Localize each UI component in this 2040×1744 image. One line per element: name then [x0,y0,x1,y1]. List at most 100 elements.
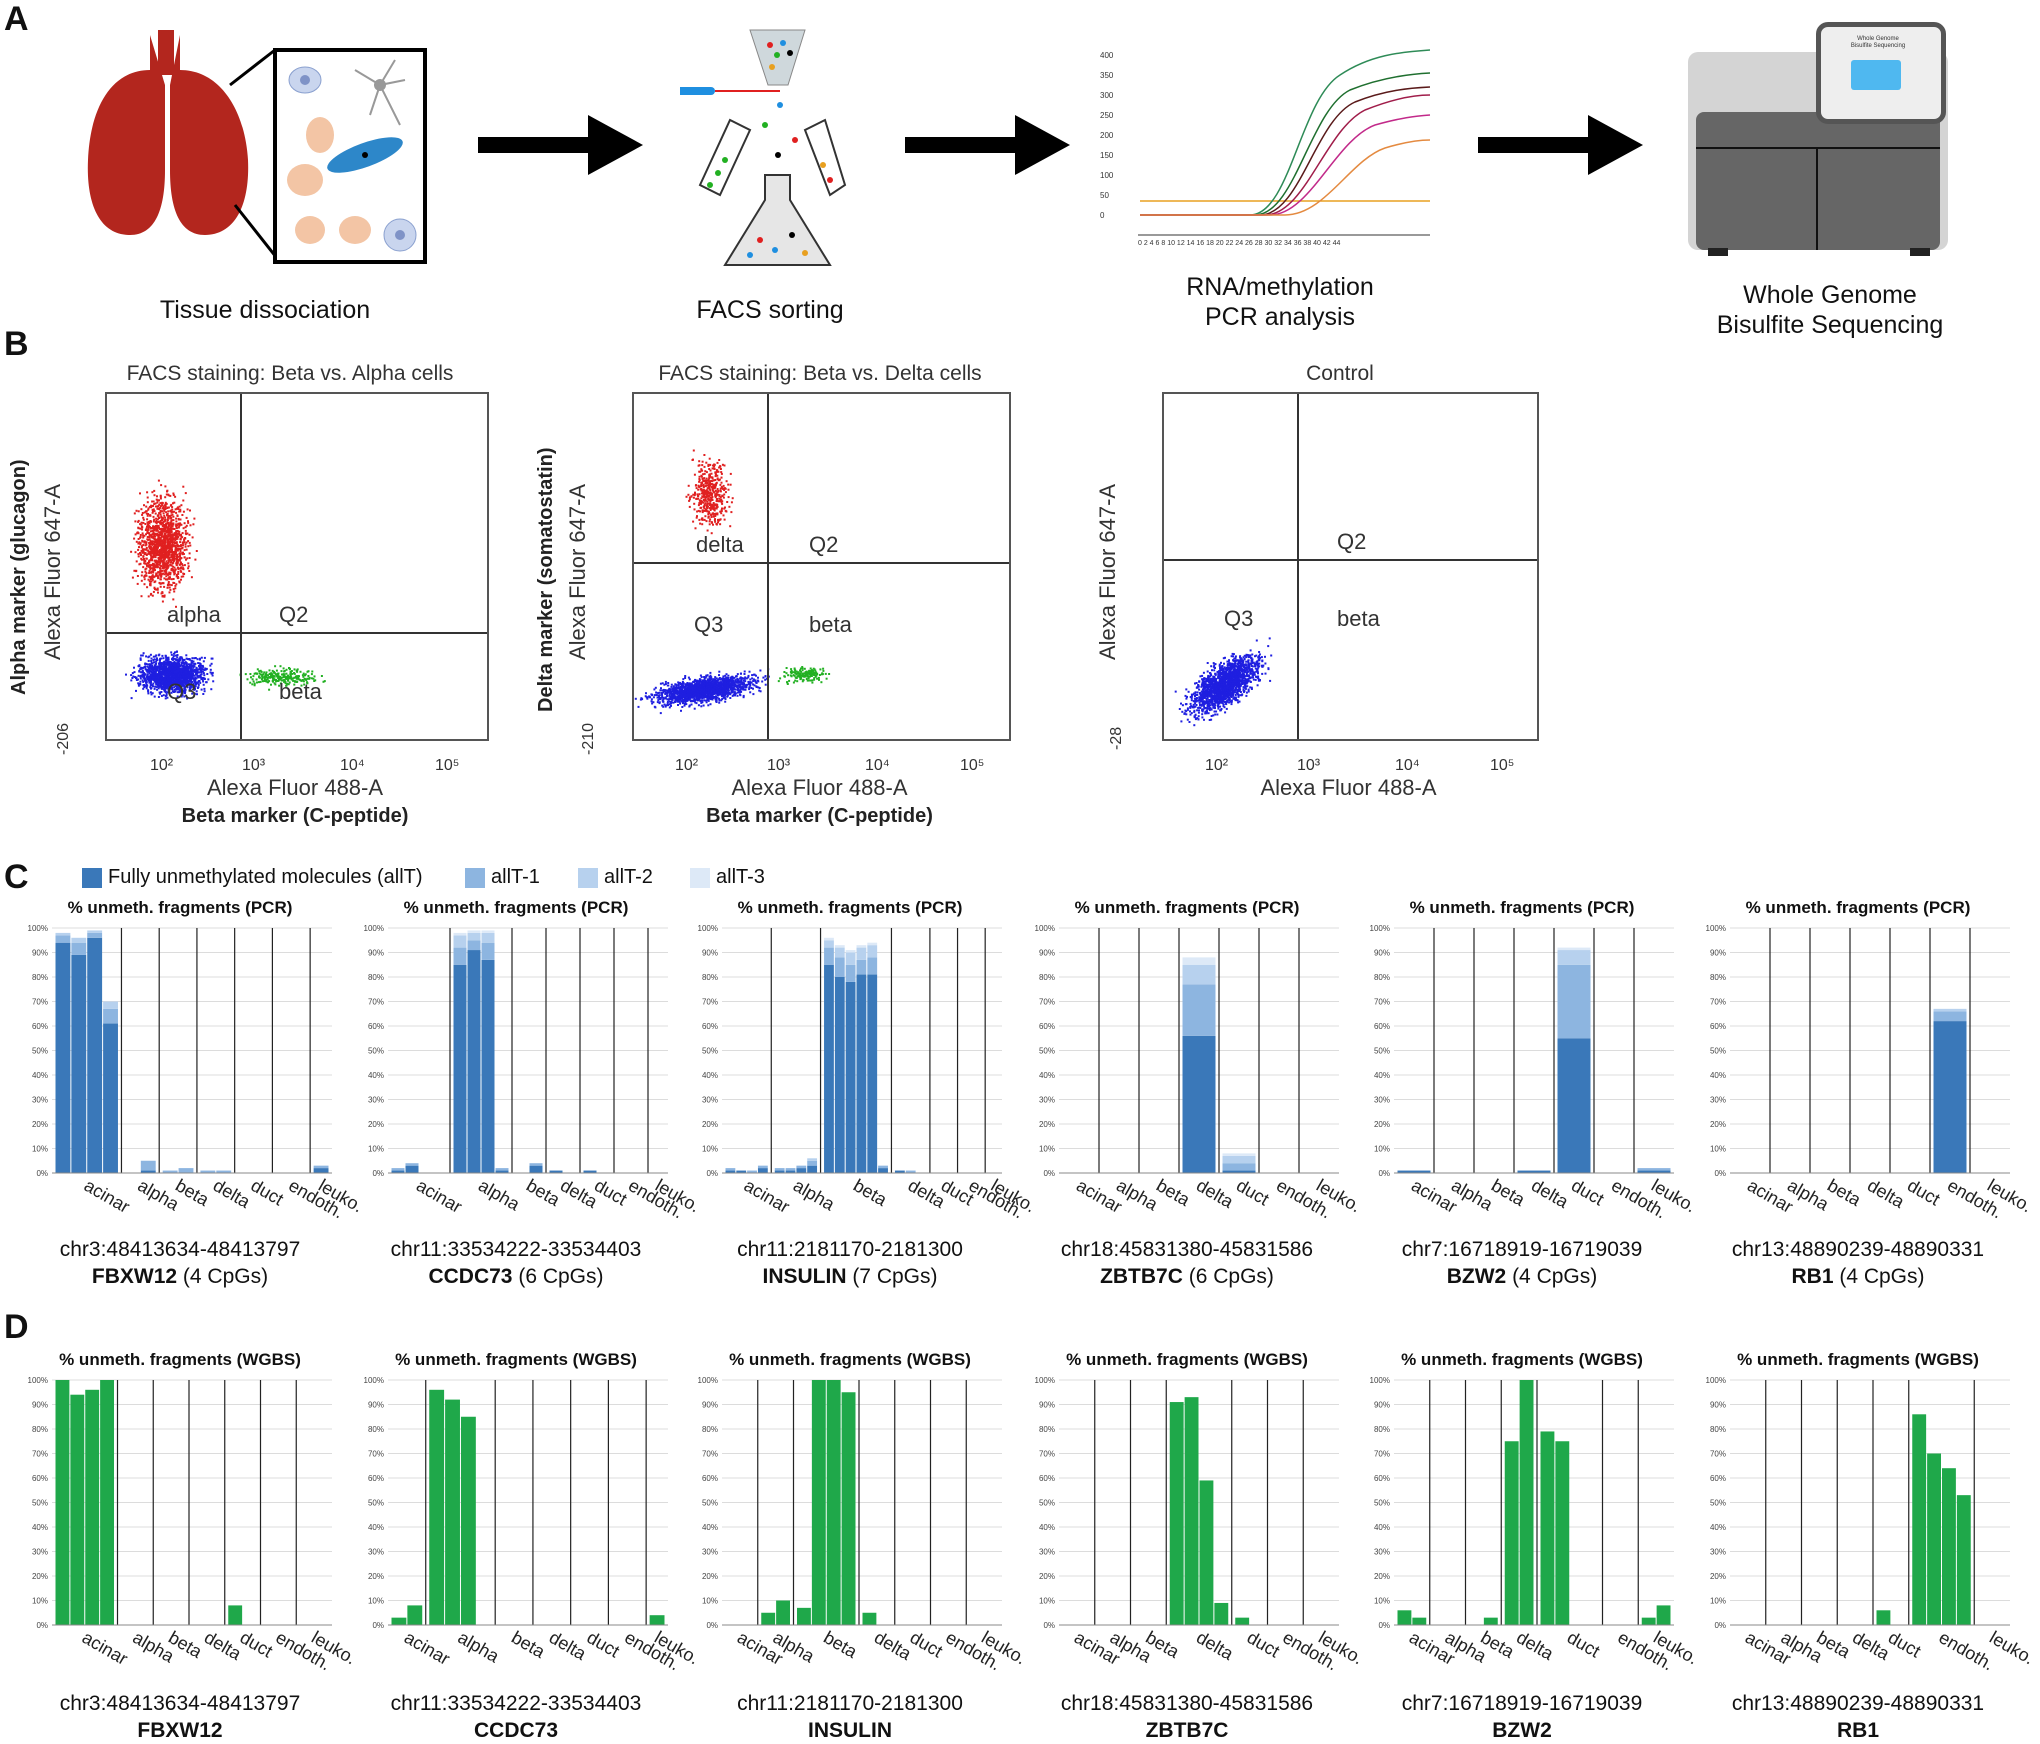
facs-event-dot [178,657,181,660]
arrow-right-icon [1478,115,1643,175]
facs-event-dot [181,536,184,539]
facs-event-dot [145,563,148,566]
facs-event-dot [177,576,180,579]
facs-event-dot [159,544,162,547]
step-caption-tissue: Tissue dissociation [159,296,371,324]
facs-event-dot [700,474,703,477]
facs-event-dot [682,682,685,684]
facs-event-dot [736,673,739,676]
facs-event-dot [702,486,705,489]
facs-event-dot [168,545,171,548]
facs-event-dot [693,707,696,710]
facs-event-dot [148,547,151,550]
facs-event-dot [158,534,161,537]
facs-event-dot [160,553,163,556]
facs-event-dot [191,674,194,677]
facs-event-dot [192,665,195,668]
facs-event-dot [159,509,162,512]
facs-event-dot [710,480,713,482]
facs-event-dot [167,565,170,568]
facs-event-dot [170,550,173,553]
facs-event-dot [696,515,698,518]
facs-event-dot [704,496,707,499]
facs-event-dot [159,506,162,509]
facs-event-dot [192,666,195,669]
facs-event-dot [283,678,286,681]
facs-event-dot [732,687,735,690]
facs-event-dot [164,666,167,669]
facs-event-dot [271,674,274,676]
facs-event-dot [284,675,287,678]
facs-event-dot [258,672,261,675]
facs-event-dot [287,679,290,682]
facs-event-dot [312,677,315,680]
facs-event-dot [158,558,161,561]
facs-event-dot [157,516,160,519]
facs-event-dot [673,687,676,690]
facs-event-dot [159,671,162,674]
facs-event-dot [140,557,143,560]
facs-event-dot [163,594,166,597]
facs-event-dot [166,512,169,515]
facs-event-dot [284,681,287,684]
facs-event-dot [175,520,178,523]
facs-event-dot [179,664,182,667]
panel-label-b: B [4,325,29,363]
facs-event-dot [186,658,189,661]
facs-event-dot [179,538,182,541]
facs-event-dot [149,582,152,585]
facs-event-dot [204,668,207,671]
facs-event-dot [158,674,161,677]
facs-event-dot [202,660,205,663]
facs-event-dot [656,696,659,699]
facs-event-dot [730,511,733,514]
facs-event-dot [151,552,154,555]
facs-event-dot [701,464,704,467]
facs-event-dot [155,529,158,532]
facs-event-dot [661,696,664,699]
facs-event-dot [180,670,183,672]
facs-event-dot [168,583,171,586]
facs-event-dot [729,472,732,475]
facs-event-dot [185,524,188,527]
facs-event-dot [148,655,151,658]
facs-event-dot [291,672,294,675]
facs-event-dot [146,676,149,678]
facs-event-dot [168,673,171,676]
facs-event-dot [712,678,715,681]
facs-event-dot [700,705,703,708]
facs-event-dot [703,493,705,496]
facs-event-dot [163,543,166,546]
facs-event-dot [142,676,145,679]
facs-event-dot [137,510,140,513]
facs-event-dot [298,678,301,681]
facs-event-dot [181,694,184,697]
facs-event-dot [158,669,161,672]
facs-event-dot [176,524,179,527]
facs-event-dot [285,677,288,680]
facs-sorter-illustration [680,29,847,266]
facs-event-dot [190,682,193,684]
facs-event-dot [278,684,281,687]
facs-event-dot [146,538,149,541]
facs-event-dot [149,653,152,656]
facs-event-dot [178,559,181,562]
facs-event-dot [198,657,201,660]
facs-event-dot [145,528,148,531]
facs-event-dot [710,486,713,488]
facs-event-dot [273,682,276,685]
facs-event-dot [178,524,181,527]
facs-event-dot [137,542,140,545]
facs-event-dot [163,527,166,530]
facs-event-dot [263,671,266,674]
facs-event-dot [137,553,140,556]
facs-event-dot [709,693,712,696]
facs-event-dot [181,692,184,695]
facs-event-dot [302,672,305,675]
facs-event-dot [155,574,158,577]
facs-event-dot [177,677,180,680]
facs-event-dot [202,672,205,675]
facs-event-dot [160,691,163,693]
facs-event-dot [188,671,191,674]
facs-event-dot [704,502,707,505]
